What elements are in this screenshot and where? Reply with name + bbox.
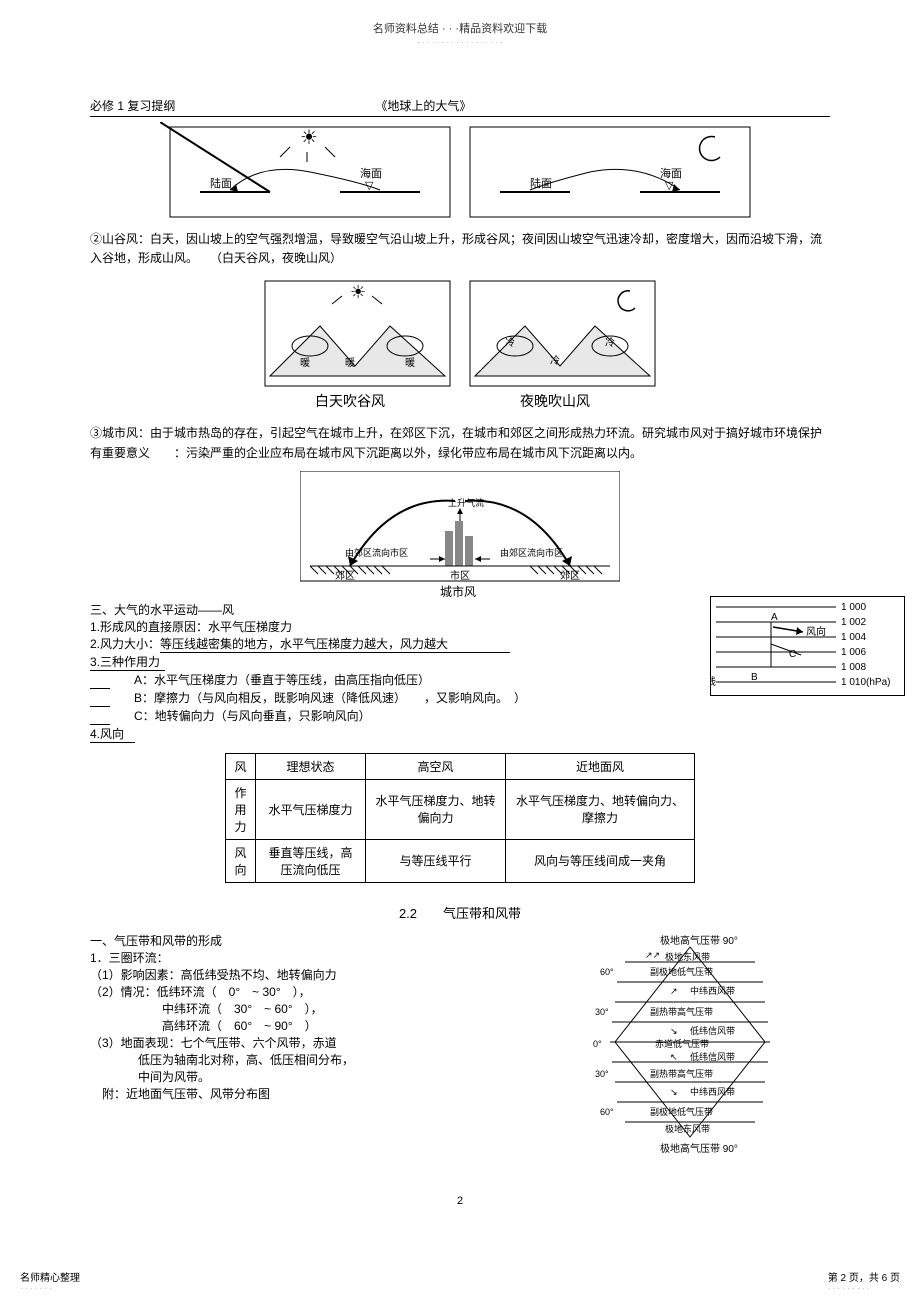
svg-text:极地高气压带 90°: 极地高气压带 90° — [660, 1142, 738, 1155]
svg-text:由郊区流向市区: 由郊区流向市区 — [500, 547, 563, 558]
svg-text:1 004: 1 004 — [841, 632, 866, 643]
sun-icon: ☀ — [300, 127, 318, 149]
svg-text:极地东风带: 极地东风带 — [665, 1123, 710, 1134]
svg-text:陆面: 陆面 — [210, 176, 232, 190]
land-sea-diagram: ☀ 陆面 海面 ▽ 陆面 海面 ▽ — [160, 122, 760, 222]
title-center: 《地球上的大气》 — [375, 97, 471, 114]
pressure-belts-diagram: 极地高气压带 90° 极地东风带 ↗↗ 60° 副极地低气压带 — [570, 932, 830, 1162]
svg-text:1 010(hPa): 1 010(hPa) — [841, 677, 890, 688]
svg-text:风向: 风向 — [806, 625, 826, 638]
s22-l1: 1．三圈环流： — [90, 949, 560, 966]
urban-diagram: 上升气流 由郊区流向市区 由郊区流向市区 郊区 市区 郊区 城市风 — [300, 471, 620, 601]
s22-l1b2: 中纬环流（ 30° ~ 60° ）， — [90, 1000, 560, 1017]
valley-diagram: ☀ 暖 暖 暖 白天吹谷风 冷 冷 冷 夜晚吹山风 — [260, 276, 660, 416]
s22-l1c: （3）地面表现：七个气压带、六个风带，赤道 — [90, 1034, 560, 1051]
wind-table: 风 理想状态 高空风 近地面风 作用力 水平气压梯度力 水平气压梯度力、地转偏向… — [225, 753, 695, 883]
svg-text:白天吹谷风: 白天吹谷风 — [315, 393, 385, 409]
svg-text:副极地低气压带: 副极地低气压带 — [650, 1106, 713, 1117]
svg-text:1 006: 1 006 — [841, 647, 866, 658]
footer-right: 第 2 页，共 6 页 · · · · · · · · · — [828, 1269, 900, 1293]
svg-text:中纬西风带: 中纬西风带 — [690, 1086, 735, 1097]
svg-text:60°: 60° — [600, 967, 614, 977]
svg-text:郊区: 郊区 — [335, 569, 355, 582]
svg-text:30°: 30° — [595, 1007, 609, 1017]
svg-text:海面: 海面 — [360, 166, 382, 180]
svg-text:低纬信风带: 低纬信风带 — [690, 1025, 735, 1036]
s22-h1: 一、气压带和风带的形成 — [90, 932, 560, 949]
wind-l3c: C：地转偏向力（与风向垂直，只影响风向） — [90, 707, 830, 725]
svg-text:夜晚吹山风: 夜晚吹山风 — [520, 393, 590, 409]
svg-text:由郊区流向市区: 由郊区流向市区 — [345, 547, 408, 558]
svg-text:↘: ↘ — [670, 1026, 678, 1036]
svg-text:低纬信风带: 低纬信风带 — [690, 1051, 735, 1062]
s22-l1b3: 高纬环流（ 60° ~ 90° ） — [90, 1017, 560, 1034]
svg-text:↘: ↘ — [670, 1087, 678, 1097]
svg-text:冷: 冷 — [505, 336, 515, 349]
urban-para: ③城市风：由于城市热岛的存在，引起空气在城市上升，在郊区下沉，在城市和郊区之间形… — [90, 424, 830, 462]
valley-para: ②山谷风：白天，因山坡上的空气强烈增温，导致暖空气沿山坡上升，形成谷风；夜间因山… — [90, 230, 830, 268]
svg-text:A: A — [771, 612, 778, 623]
page-number: 2 — [90, 1195, 830, 1207]
svg-text:冷: 冷 — [605, 336, 615, 349]
s22-l1c2: 低压为轴南北对称，高、低压相间分布， — [90, 1051, 560, 1068]
s22-l1a: （1）影响因素：高低纬受热不均、地转偏向力 — [90, 966, 560, 983]
svg-text:中纬西风带: 中纬西风带 — [690, 985, 735, 996]
svg-text:↗: ↗ — [670, 986, 678, 996]
wind-l4: 4.风向 — [90, 725, 135, 743]
svg-text:1 008: 1 008 — [841, 662, 866, 673]
svg-text:60°: 60° — [600, 1107, 614, 1117]
svg-text:海面: 海面 — [660, 166, 682, 180]
svg-text:市区: 市区 — [450, 569, 470, 582]
svg-text:冷: 冷 — [550, 354, 560, 367]
svg-text:C: C — [789, 649, 796, 660]
svg-text:等压线: 等压线 — [710, 675, 716, 688]
svg-text:暖: 暖 — [345, 356, 355, 369]
svg-text:副极地低气压带: 副极地低气压带 — [650, 966, 713, 977]
svg-text:1 000: 1 000 — [841, 602, 866, 613]
svg-text:↖: ↖ — [670, 1052, 678, 1062]
title-row: 必修 1 复习提纲 《地球上的大气》 — [90, 97, 830, 117]
svg-text:0°: 0° — [593, 1039, 602, 1049]
pressure-chart: A B C 风向 1 000 1 002 1 004 1 006 1 008 1… — [710, 596, 905, 696]
svg-text:上升气流: 上升气流 — [448, 497, 484, 508]
svg-text:郊区: 郊区 — [560, 569, 580, 582]
s22-l1b: （2）情况：低纬环流（ 0° ~ 30° ）， — [90, 983, 560, 1000]
svg-text:城市风: 城市风 — [440, 584, 476, 599]
footer-left: 名师精心整理 · · · · · · · — [20, 1269, 80, 1293]
svg-text:暖: 暖 — [300, 356, 310, 369]
moon-icon — [700, 136, 720, 160]
svg-text:暖: 暖 — [405, 356, 415, 369]
svg-text:☀: ☀ — [350, 282, 366, 302]
svg-text:↗↗: ↗↗ — [645, 950, 660, 960]
svg-text:30°: 30° — [595, 1069, 609, 1079]
svg-text:极地高气压带 90°: 极地高气压带 90° — [660, 934, 738, 947]
svg-text:赤道低气压带: 赤道低气压带 — [655, 1038, 709, 1049]
s22-l1c3: 中间为风带。 — [90, 1068, 560, 1085]
svg-text:副热带高气压带: 副热带高气压带 — [650, 1068, 713, 1079]
svg-text:B: B — [751, 672, 758, 683]
header-top-text: 名师资料总结 · · ·精品资料欢迎下载 — [0, 0, 920, 36]
svg-text:极地东风带: 极地东风带 — [665, 951, 710, 962]
header-dots: · · · · · · · · · · · · · · · · · · — [0, 38, 920, 47]
wind-l3: 3.三种作用力 — [90, 653, 165, 671]
svg-text:副热带高气压带: 副热带高气压带 — [650, 1006, 713, 1017]
title-left: 必修 1 复习提纲 — [90, 97, 175, 114]
s22-l1d: 附：近地面气压带、风带分布图 — [90, 1085, 560, 1102]
svg-text:1 002: 1 002 — [841, 617, 866, 628]
section-2-2-title: 2.2 气压带和风带 — [90, 903, 830, 922]
